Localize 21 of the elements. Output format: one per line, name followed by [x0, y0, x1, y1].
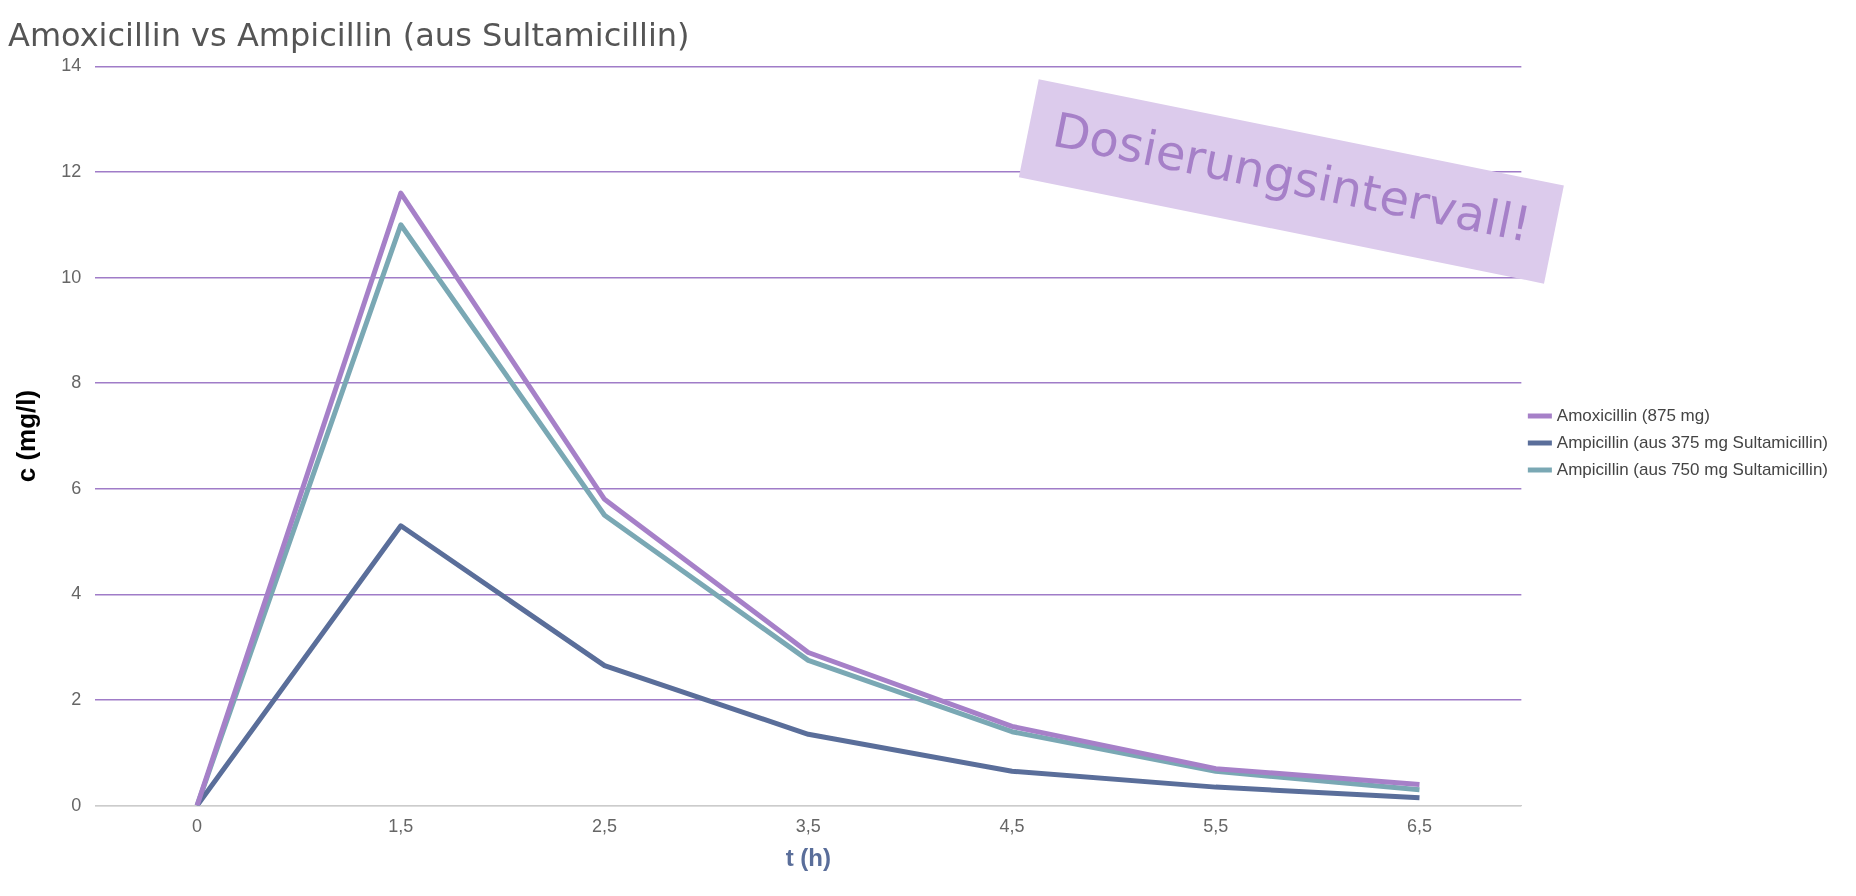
y-tick-label: 10	[61, 266, 82, 287]
x-axis-title: t (h)	[785, 844, 831, 872]
x-tick-label: 6,5	[1406, 816, 1432, 837]
legend-label: Amoxicillin (875 mg)	[1556, 405, 1710, 425]
y-tick-label: 0	[71, 794, 82, 815]
x-tick-label: 3,5	[795, 816, 821, 837]
y-tick-label: 2	[71, 688, 82, 709]
y-axis-title: c (mg/l)	[10, 389, 41, 483]
y-tick-label: 12	[61, 160, 82, 181]
x-tick-label: 4,5	[999, 816, 1025, 837]
y-tick-label: 8	[71, 372, 82, 393]
x-tick-label: 1,5	[388, 816, 414, 837]
y-tick-label: 4	[71, 583, 82, 604]
legend-label: Ampicillin (aus 375 mg Sultamicillin)	[1556, 432, 1829, 452]
x-tick-label: 5,5	[1203, 816, 1229, 837]
y-tick-label: 14	[61, 55, 82, 76]
chart-title: Amoxicillin vs Ampicillin (aus Sultamicillin)	[8, 15, 690, 54]
x-tick-label: 0	[192, 816, 203, 837]
y-tick-label: 6	[71, 477, 82, 498]
x-tick-label: 2,5	[592, 816, 618, 837]
legend-label: Ampicillin (aus 750 mg Sultamicillin)	[1556, 459, 1829, 479]
